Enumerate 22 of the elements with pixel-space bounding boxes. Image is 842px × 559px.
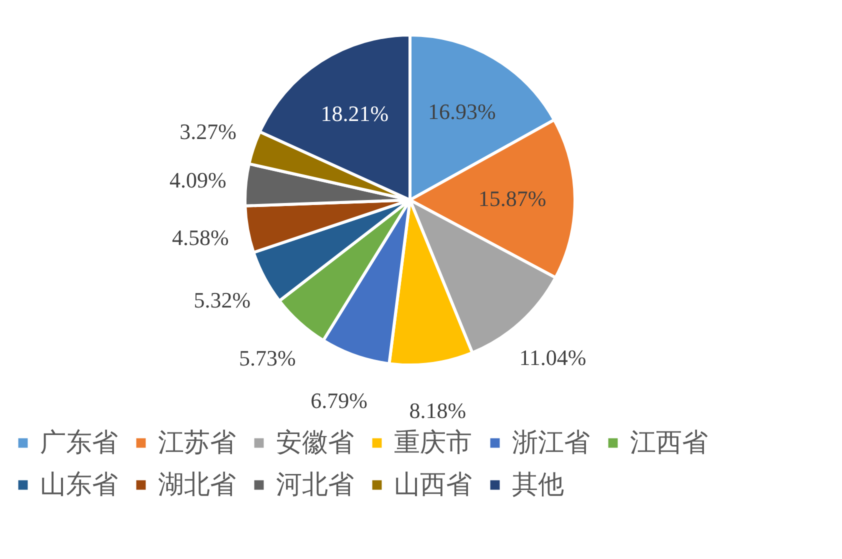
data-label: 15.87% [478,186,546,212]
data-label: 4.09% [170,167,226,192]
data-label: 16.93% [428,98,496,124]
data-label: 18.21% [320,100,389,126]
legend-label: 江西省 [630,428,708,458]
legend-label: 江苏省 [158,428,236,458]
legend-label: 安徽省 [276,428,354,458]
data-label: 5.32% [194,287,251,312]
legend-label: 广东省 [40,428,118,458]
legend-label: 浙江省 [512,428,590,458]
data-label: 8.18% [409,398,466,424]
legend-label: 重庆市 [394,428,472,458]
data-label: 4.58% [172,225,229,250]
legend-label: 湖北省 [158,470,236,500]
legend-label: 其他 [512,470,564,500]
legend-label: 河北省 [276,470,354,500]
legend-label: 山东省 [40,470,118,500]
data-label: 5.73% [239,345,296,370]
legend-label: 山西省 [394,470,472,500]
data-label: 11.04% [519,345,586,370]
data-label: 6.79% [310,388,368,413]
data-label: 3.27% [180,119,236,144]
